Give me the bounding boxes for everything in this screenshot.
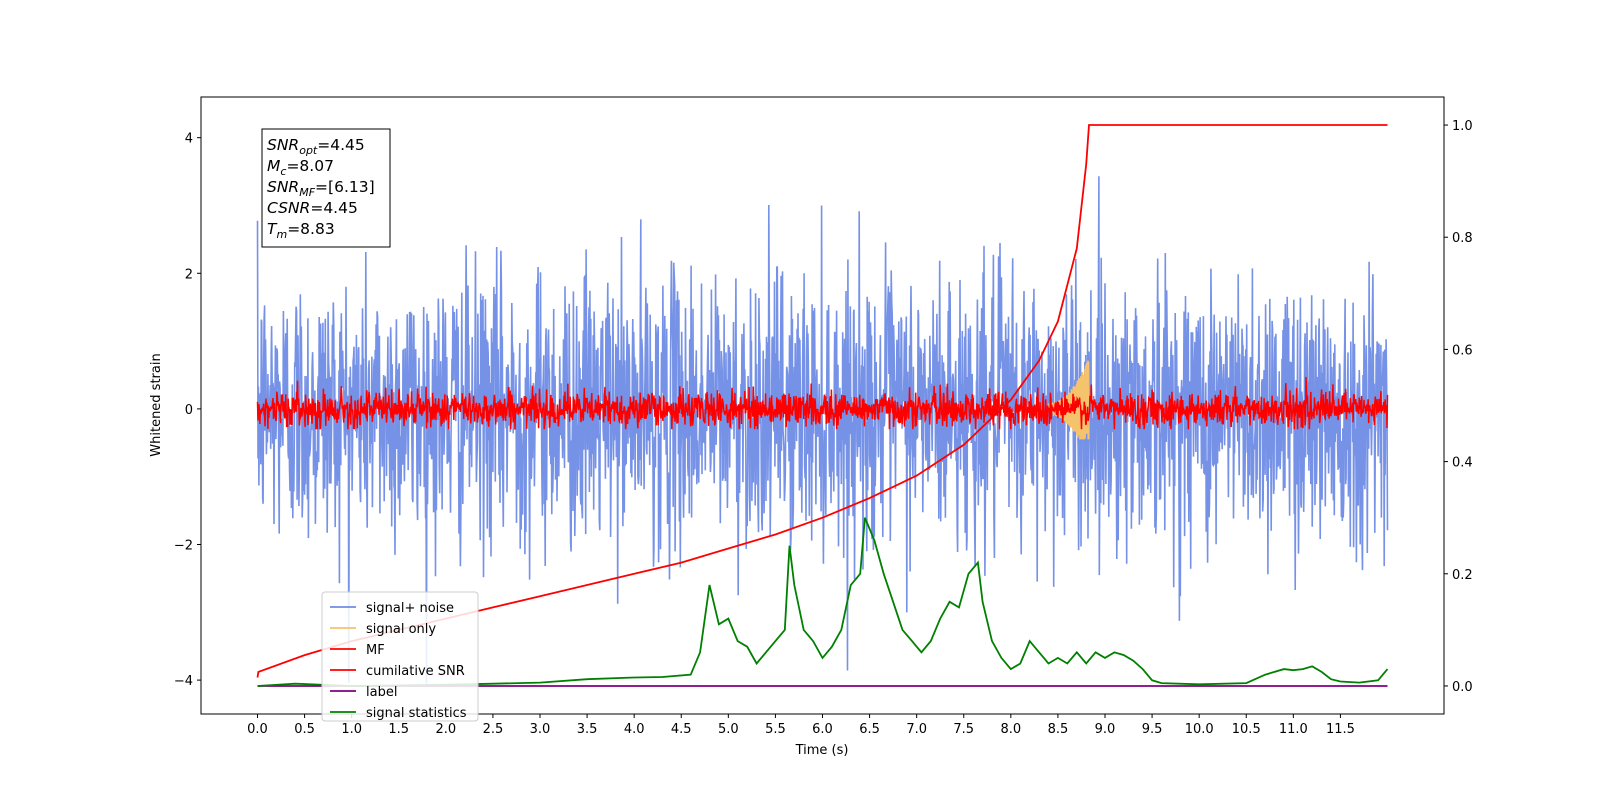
x-tick-label: 11.5	[1326, 722, 1355, 737]
y-left-tick-label: 0	[185, 403, 193, 418]
x-tick-label: 7.5	[953, 722, 974, 737]
legend-label: label	[366, 685, 397, 700]
x-tick-label: 3.5	[577, 722, 598, 737]
y-right-tick-label: 0.4	[1452, 456, 1473, 471]
legend-label: signal statistics	[366, 706, 467, 721]
x-tick-label: 5.5	[765, 722, 786, 737]
x-tick-label: 10.5	[1232, 722, 1261, 737]
x-tick-label: 10.0	[1185, 722, 1214, 737]
x-tick-label: 8.0	[1000, 722, 1021, 737]
legend-label: MF	[366, 643, 385, 658]
legend-label: cumilative SNR	[366, 664, 465, 679]
legend-label: signal only	[366, 622, 436, 637]
x-axis-label: Time (s)	[795, 743, 849, 758]
annotation-frame	[261, 128, 391, 248]
x-axis: 0.0 0.5 1.0 1.5 2.0 2.5 3.0 3.5 4.0 4.5 5.0 5.5 6.0 6…	[247, 714, 1355, 737]
y-axis-left: −4 −2 0 2 4	[174, 132, 201, 689]
x-tick-label: 9.0	[1095, 722, 1116, 737]
series-line	[256, 376, 1389, 430]
y-right-tick-label: 0.2	[1452, 568, 1473, 583]
annotation-line: SNRMF=[6.13]	[267, 178, 375, 199]
x-tick-label: 7.0	[906, 722, 927, 737]
series-line	[257, 517, 1389, 687]
x-tick-label: 11.0	[1279, 722, 1308, 737]
x-tick-label: 0.0	[247, 722, 268, 737]
y-right-tick-label: 0.8	[1452, 231, 1473, 246]
x-tick-label: 3.0	[530, 722, 551, 737]
x-tick-label: 5.0	[718, 722, 739, 737]
x-tick-label: 1.5	[388, 722, 409, 737]
y-right-tick-label: 1.0	[1452, 119, 1473, 134]
x-tick-label: 4.0	[624, 722, 645, 737]
annotation-line: Tm=8.83	[267, 220, 335, 241]
series-line	[256, 176, 1389, 684]
annotation-line: Mc=8.07	[267, 157, 334, 178]
x-tick-label: 9.5	[1142, 722, 1163, 737]
y-axis-label-left: Whitened strain	[149, 353, 164, 456]
x-tick-label: 0.5	[294, 722, 315, 737]
x-tick-label: 2.0	[435, 722, 456, 737]
x-tick-label: 4.5	[671, 722, 692, 737]
legend-frame	[321, 591, 479, 722]
y-right-tick-label: 0.0	[1452, 680, 1473, 695]
y-left-tick-label: −2	[174, 538, 193, 553]
x-tick-label: 8.5	[1048, 722, 1069, 737]
x-tick-label: 6.5	[859, 722, 880, 737]
annotation-line: SNRopt=4.45	[267, 136, 365, 157]
legend-label: signal+ noise	[366, 601, 454, 616]
y-right-tick-label: 0.6	[1452, 343, 1473, 358]
y-left-tick-label: 4	[185, 132, 193, 147]
y-left-tick-label: −4	[174, 674, 193, 689]
annotation-line: CSNR=4.45	[267, 199, 358, 217]
x-tick-label: 6.0	[812, 722, 833, 737]
y-axis-right: 0.0 0.2 0.4 0.6 0.8 1.0	[1444, 119, 1473, 695]
legend: signal+ noise signal only MF cumilative SNR…	[321, 591, 479, 722]
y-left-tick-label: 2	[185, 267, 193, 282]
x-tick-label: 1.0	[341, 722, 362, 737]
x-tick-label: 2.5	[483, 722, 504, 737]
